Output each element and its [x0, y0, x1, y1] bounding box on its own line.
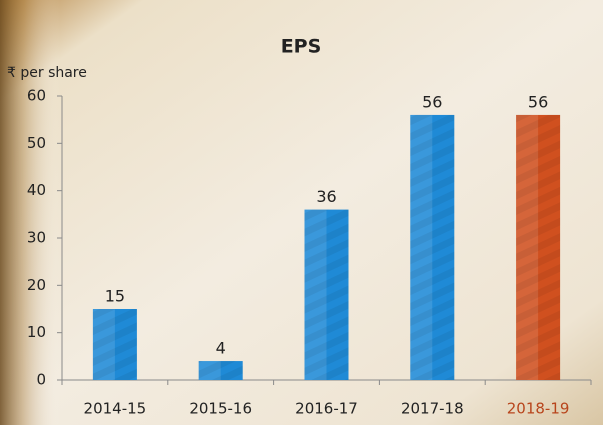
y-tick-label: 60	[27, 87, 46, 105]
y-tick-label: 40	[27, 181, 46, 199]
bar-texture	[198, 361, 243, 380]
y-tick-label: 50	[27, 134, 46, 152]
y-axis-label: ₹ per share	[7, 65, 87, 81]
x-tick-label: 2015-16	[189, 400, 252, 418]
x-tick-label: 2018-19	[507, 400, 570, 418]
x-tick-label: 2014-15	[84, 400, 147, 418]
data-label: 4	[216, 339, 226, 358]
bar-texture	[410, 114, 455, 380]
y-tick-label: 10	[27, 323, 46, 341]
x-tick-label: 2016-17	[295, 400, 358, 418]
bar-texture	[516, 114, 561, 380]
x-tick-label: 2017-18	[401, 400, 464, 418]
bar-texture	[92, 309, 137, 380]
y-tick-label: 20	[27, 276, 46, 294]
data-label: 15	[105, 287, 125, 306]
chart-title: EPS	[281, 36, 322, 58]
data-label: 56	[422, 92, 442, 111]
y-tick-label: 30	[27, 229, 46, 247]
y-tick-label: 0	[36, 371, 46, 389]
bar-texture	[304, 209, 349, 380]
data-label: 56	[528, 92, 548, 111]
data-label: 36	[316, 187, 336, 206]
